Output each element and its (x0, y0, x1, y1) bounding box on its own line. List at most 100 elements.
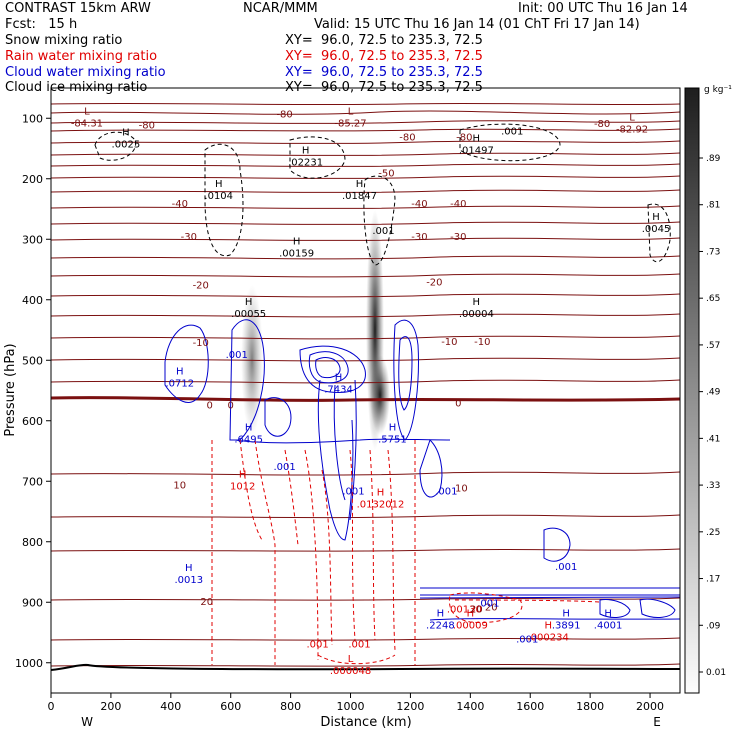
extremum-marker: H (239, 469, 247, 480)
temperature-contour-label: -10 (193, 338, 209, 349)
extremum-value: .01847 (342, 191, 377, 202)
field-layer (51, 102, 680, 671)
extremum-value: .01497 (459, 146, 494, 157)
extremum-value: .4001 (594, 620, 623, 631)
valid-time: Valid: 15 UTC Thu 16 Jan 14 (01 ChT Fri … (314, 17, 640, 32)
extremum-marker: L (84, 106, 90, 117)
contour-value-label: .001 (516, 635, 538, 646)
surface-line (51, 663, 680, 671)
colorbar-tick-label: 0.01 (706, 668, 726, 678)
extremum-value: -85.27 (334, 118, 366, 129)
contour-value-label: .001 (226, 350, 248, 361)
x-tick-label: 1000 (337, 700, 365, 713)
extremum-marker: H (293, 236, 301, 247)
extremum-marker: H (544, 621, 552, 632)
extremum-value: .6495 (234, 435, 263, 446)
cloud-ice-contours (94, 123, 671, 266)
axis-ticks: 0 200 400 600 800 1000 1200 1400 1600 1800 2000100… (15, 112, 664, 713)
cloud-water-contours (164, 319, 680, 621)
x-axis-east-label: E (653, 715, 661, 729)
extremum-marker: L (348, 106, 354, 117)
colorbar-tick-label: .49 (706, 388, 721, 398)
extremum-marker: H (473, 134, 481, 145)
x-tick-label: 0 (48, 700, 55, 713)
extremum-value: 1012 (230, 481, 255, 492)
field-name-rain: Rain water mixing ratio (5, 49, 158, 64)
temperature-contour-label: -30 (181, 232, 197, 243)
extremum-marker: H (176, 366, 184, 377)
colorbar-tick-label: .81 (706, 201, 720, 211)
colorbar-tick-label: .65 (706, 294, 720, 304)
colorbar-tick-label: .33 (706, 481, 720, 491)
extremum-marker: H (245, 423, 253, 434)
contour-value-label: .001 (435, 486, 457, 497)
colorbar-tick-label: .09 (706, 621, 721, 631)
contour-value-label: .001 (306, 639, 328, 650)
y-tick-label: 600 (22, 415, 43, 428)
extremum-value: .0013 (174, 575, 203, 586)
y-tick-label: 1000 (15, 657, 43, 670)
contour-value-label: .001 (477, 598, 499, 609)
extremum-value: .0025 (112, 139, 141, 150)
colorbar: g kg⁻¹ 0.01 .09 .17 .25 .33 .41 .49 .57 .65 .73 .8… (684, 85, 732, 694)
init-time: Init: 00 UTC Thu 16 Jan 14 (518, 1, 688, 16)
temperature-contour-label: -20 (426, 278, 442, 289)
temperature-contour-label: -40 (450, 199, 466, 210)
colorbar-tick-label: .57 (706, 341, 720, 351)
contour-value-label: .001 (273, 462, 295, 473)
extremum-value: -84.31 (71, 118, 103, 129)
y-tick-label: 100 (22, 112, 43, 125)
x-axis-west-label: W (81, 715, 93, 729)
contour-value-label: 20 (470, 604, 483, 615)
org-label: NCAR/MMM (243, 1, 318, 16)
y-tick-label: 800 (22, 536, 43, 549)
x-tick-label: 200 (100, 700, 121, 713)
rain-contours (211, 439, 601, 665)
extremum-marker: H (185, 563, 193, 574)
colorbar-ticks: 0.01 .09 .17 .25 .33 .41 .49 .57 .65 .73 .81 .89 (699, 154, 726, 678)
temperature-contour-label: 0 (207, 400, 213, 411)
extremum-value: .2248 (426, 620, 455, 631)
extremum-marker: H (652, 212, 660, 223)
temperature-contour-label: -80 (399, 132, 415, 143)
colorbar-tick-label: .25 (706, 528, 720, 538)
field-xy-rain: XY= 96.0, 72.5 to 235.3, 72.5 (285, 49, 483, 64)
temperature-contour-label: -20 (193, 281, 209, 292)
y-tick-label: 300 (22, 233, 43, 246)
contour-value-label: .001 (342, 486, 364, 497)
extremum-marker: H (335, 372, 343, 383)
extremum-marker: H (437, 608, 445, 619)
temperature-contour-label: -80 (594, 119, 610, 130)
field-xy-cloud-water: XY= 96.0, 72.5 to 235.3, 72.5 (285, 65, 483, 80)
x-tick-label: 2000 (636, 700, 664, 713)
colorbar-unit: g kg⁻¹ (704, 85, 732, 95)
temperature-contour-label: 10 (173, 480, 186, 491)
y-tick-label: 400 (22, 294, 43, 307)
temperature-contour-label: -40 (172, 199, 188, 210)
extremum-marker: H (389, 423, 397, 434)
temperature-contour-label: 20 (485, 602, 498, 613)
x-axis-title: Distance (km) (320, 715, 411, 730)
extremum-value: .0712 (165, 378, 194, 389)
extremum-marker: H (245, 297, 253, 308)
contour-value-label: .001 (555, 562, 577, 573)
extremum-marker: H (377, 487, 385, 498)
freezing-line (51, 396, 680, 402)
field-labels: -80 -80 -80 -80 -80 -50 -40 -40 -40 -30 -30 -30 -20 -… (71, 106, 671, 677)
temperature-contour-label: -10 (441, 337, 457, 348)
extremum-value: -82.92 (616, 124, 648, 135)
field-xy-snow: XY= 96.0, 72.5 to 235.3, 72.5 (285, 33, 483, 48)
field-name-cloud-water: Cloud water mixing ratio (5, 65, 166, 80)
temperature-contour-label: -10 (474, 337, 490, 348)
contour-value-label: .001 (348, 639, 370, 650)
extremum-value: .0045 (642, 224, 671, 235)
extremum-value: .00004 (459, 309, 494, 320)
extremum-value: .02231 (288, 158, 323, 169)
contour-value-label: .00130 (447, 604, 482, 615)
x-tick-label: 1200 (396, 700, 424, 713)
temperature-contour-label: -30 (450, 232, 466, 243)
colorbar-tick-label: .17 (706, 575, 720, 585)
y-tick-label: 900 (22, 596, 43, 609)
x-tick-label: 1800 (576, 700, 604, 713)
extremum-value: .0132012 (357, 499, 405, 510)
